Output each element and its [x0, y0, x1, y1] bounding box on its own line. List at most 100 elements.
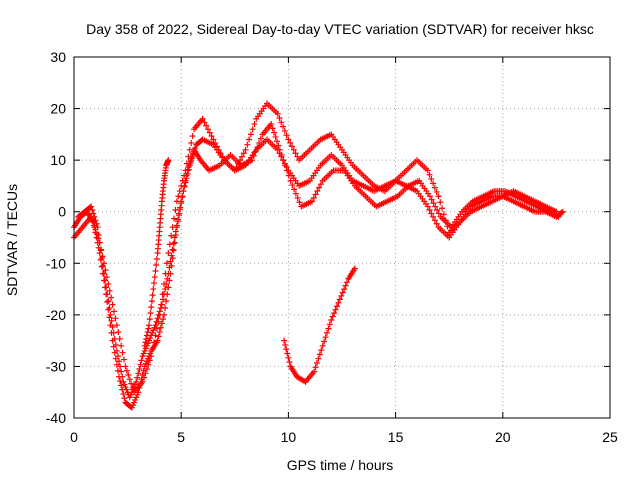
data-point: [444, 223, 451, 230]
data-point: [117, 363, 124, 370]
data-point: [148, 353, 155, 360]
data-point: [146, 322, 153, 329]
data-point: [176, 210, 183, 217]
data-point: [88, 203, 95, 210]
x-tick-label: 0: [70, 429, 78, 445]
data-point: [141, 374, 148, 381]
data-point: [256, 139, 263, 146]
data-point: [335, 299, 342, 306]
data-point: [147, 310, 154, 317]
data-point: [318, 347, 325, 354]
data-point: [282, 162, 289, 169]
data-point: [107, 311, 114, 318]
data-point: [439, 205, 446, 212]
data-point: [187, 157, 194, 164]
data-point: [158, 320, 165, 327]
data-point: [308, 198, 315, 205]
data-point: [274, 110, 281, 117]
data-point: [286, 359, 293, 366]
data-point: [442, 217, 449, 224]
data-point: [118, 382, 125, 389]
data-point: [428, 176, 435, 183]
data-point: [174, 216, 181, 223]
x-tick-label: 25: [602, 429, 618, 445]
data-point: [292, 150, 299, 157]
data-point: [142, 370, 149, 377]
data-point: [426, 171, 433, 178]
data-point: [104, 291, 111, 298]
data-point: [153, 325, 160, 332]
data-point: [284, 350, 291, 357]
data-point: [433, 220, 440, 227]
data-point: [292, 190, 299, 197]
data-point: [175, 193, 182, 200]
data-point: [111, 308, 118, 315]
data-point: [121, 356, 128, 363]
y-tick-label: -10: [46, 255, 66, 271]
x-tick-label: 10: [281, 429, 297, 445]
data-point: [161, 280, 168, 287]
data-point: [290, 146, 297, 153]
data-point: [317, 181, 324, 188]
data-point: [428, 210, 435, 217]
data-point: [112, 341, 119, 348]
data-point: [189, 133, 196, 140]
data-point: [112, 315, 119, 322]
x-tick-label: 20: [495, 429, 511, 445]
series-track-4: [141, 157, 172, 349]
data-point: [113, 347, 120, 354]
x-tick-label: 5: [177, 429, 185, 445]
data-point: [271, 129, 278, 136]
data-point: [91, 222, 98, 229]
data-point: [276, 146, 283, 153]
data-point: [316, 184, 323, 191]
data-point: [322, 334, 329, 341]
data-point: [118, 368, 125, 375]
data-point: [141, 342, 148, 349]
data-point: [437, 199, 444, 206]
data-point: [171, 239, 178, 246]
data-point: [153, 262, 160, 269]
data-point: [152, 268, 159, 275]
data-point: [331, 310, 338, 317]
data-point: [339, 289, 346, 296]
data-point: [181, 172, 188, 179]
data-point: [283, 132, 290, 139]
data-point: [282, 341, 289, 348]
data-point: [233, 164, 240, 171]
data-point: [553, 208, 560, 215]
series-track-3: [71, 100, 560, 396]
data-point: [166, 264, 173, 271]
data-point: [208, 133, 215, 140]
data-point: [559, 208, 566, 215]
data-point: [212, 139, 219, 146]
data-point: [168, 252, 175, 259]
data-point: [108, 294, 115, 301]
data-point: [159, 296, 166, 303]
data-point: [98, 263, 105, 270]
data-point: [251, 121, 258, 128]
data-point: [185, 164, 192, 171]
data-point: [139, 378, 146, 385]
data-point: [148, 298, 155, 305]
data-point: [151, 339, 158, 346]
data-point: [321, 338, 328, 345]
data-point: [237, 157, 244, 164]
data-point: [269, 125, 276, 132]
data-point: [102, 267, 109, 274]
data-point: [182, 167, 189, 174]
data-point: [215, 146, 222, 153]
data-point: [430, 180, 437, 187]
data-point: [172, 206, 179, 213]
data-point: [312, 364, 319, 371]
y-axis-label: SDTVAR / TECUs: [4, 184, 20, 296]
data-point: [316, 351, 323, 358]
grid: [74, 57, 610, 418]
data-point: [555, 213, 562, 220]
data-point: [117, 378, 124, 385]
data-point: [162, 270, 169, 277]
data-point: [151, 274, 158, 281]
chart-title: Day 358 of 2022, Sidereal Day-to-day VTE…: [86, 21, 594, 37]
data-point: [170, 240, 177, 247]
data-point: [285, 354, 292, 361]
